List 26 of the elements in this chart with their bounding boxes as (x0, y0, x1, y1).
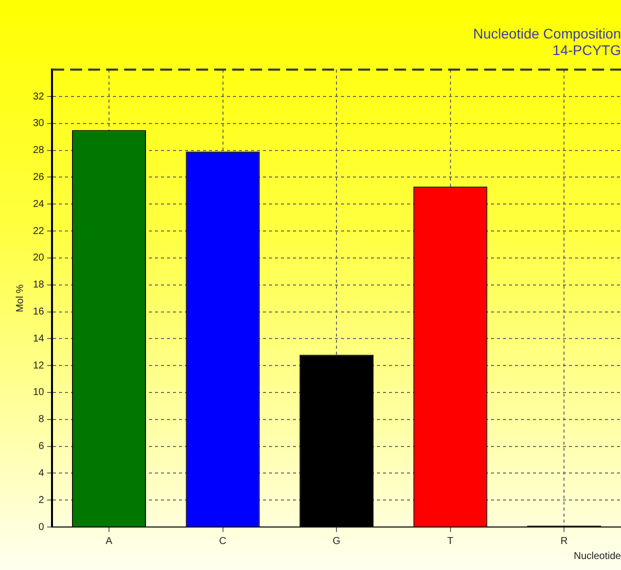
x-tick-label: T (447, 536, 454, 547)
y-tick-label: 26 (33, 172, 45, 183)
y-tick-label: 30 (33, 118, 45, 130)
y-tick-label: 18 (33, 280, 45, 291)
chart-subtitle: 14-PCYTG (552, 42, 621, 58)
y-tick-label: 10 (33, 387, 45, 398)
x-tick-label: G (332, 536, 341, 547)
x-axis-title: Nucleotide (574, 550, 621, 562)
y-tick-label: 24 (33, 198, 45, 210)
y-tick-label: 20 (33, 252, 45, 264)
x-tick-label: R (560, 536, 568, 547)
y-tick-label: 22 (33, 226, 45, 237)
y-tick-label: 16 (33, 306, 45, 318)
x-tick-label: A (106, 536, 113, 547)
y-tick-label: 28 (33, 145, 45, 156)
y-tick-label: 6 (38, 441, 45, 452)
y-tick-label: 2 (38, 494, 45, 506)
y-tick-label: 12 (33, 360, 45, 372)
x-tick-label: C (219, 536, 226, 547)
y-axis-title: Mol % (14, 284, 26, 312)
y-tick-label: 14 (33, 333, 45, 344)
y-tick-label: 0 (38, 522, 45, 533)
y-tick-label: 4 (38, 468, 45, 479)
chart-title: Nucleotide Composition (473, 25, 621, 42)
y-tick-label: 8 (38, 414, 45, 426)
y-tick-label: 32 (33, 91, 45, 102)
